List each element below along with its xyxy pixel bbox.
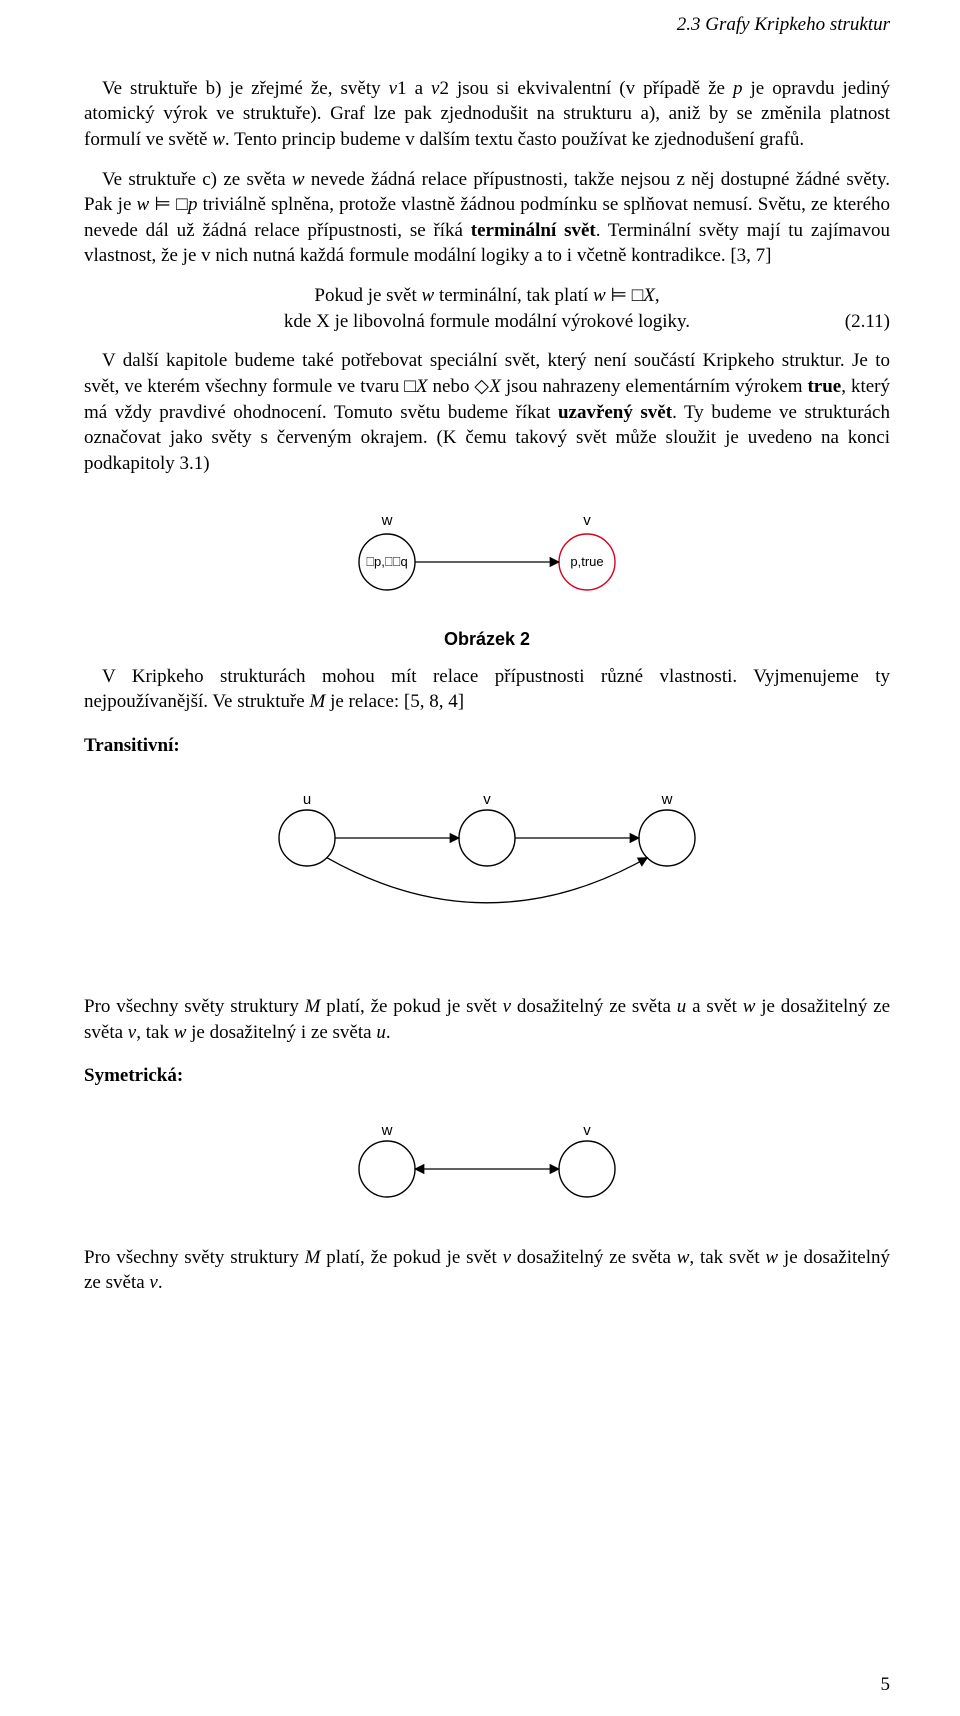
var-w: w (292, 169, 305, 190)
equation-number: (2.11) (830, 309, 890, 335)
var-w: w (212, 129, 225, 150)
text: jsou nahrazeny elementárním výrokem (501, 376, 808, 397)
var-w: w (137, 194, 150, 215)
eq-line2: kde X je libovolná formule modální výrok… (84, 309, 890, 335)
text: terminální, tak platí (434, 285, 593, 306)
figure-4: wv (84, 1119, 890, 1217)
paragraph-3: V další kapitole budeme také potřebovat … (84, 348, 890, 476)
figure-4-svg: wv (337, 1119, 637, 1209)
var-u: u (677, 996, 687, 1017)
var-w: w (174, 1022, 187, 1043)
true: true (807, 376, 841, 397)
svg-text:v: v (583, 512, 591, 529)
text: a svět (686, 996, 743, 1017)
figure-3-svg: u v w (267, 788, 707, 958)
text: kde X je libovolná formule modální výrok… (144, 309, 830, 335)
text: Ve struktuře c) ze světa (102, 169, 292, 190)
text: . (158, 1272, 163, 1293)
text: platí, že pokud je svět (320, 1247, 502, 1268)
text: Pro všechny světy struktury (84, 1247, 305, 1268)
svg-text:⎕p,⎕⎕q: ⎕p,⎕⎕q (366, 554, 407, 569)
text: Pokud je svět (314, 285, 421, 306)
text: ⊨ □ (149, 194, 188, 215)
text: 2 jsou si ekvivalentní (v případě že (439, 78, 733, 99)
figure-2: ⎕p,⎕⎕q p,true w v (84, 507, 890, 610)
svg-text:v: v (583, 1122, 591, 1139)
page: 2.3 Grafy Kripkeho struktur Ve struktuře… (0, 0, 960, 1716)
text: , (655, 285, 660, 306)
text: Transitivní (84, 735, 173, 756)
text: , tak (136, 1022, 173, 1043)
text: Pro všechny světy struktury (84, 996, 305, 1017)
figure-2-svg: ⎕p,⎕⎕q p,true w v (337, 507, 637, 602)
var-p: p (188, 194, 198, 215)
paragraph-6: Pro všechny světy struktury M platí, že … (84, 1245, 890, 1296)
svg-text:v: v (483, 791, 491, 808)
colon: : (173, 735, 179, 756)
var-X: X (416, 376, 428, 397)
svg-text:w: w (381, 1122, 393, 1139)
paragraph-2: Ve struktuře c) ze světa w nevede žádná … (84, 167, 890, 270)
var-M: M (305, 1247, 321, 1268)
label-symmetric: Symetrická: (84, 1063, 890, 1089)
text: , tak svět (689, 1247, 765, 1268)
closed-world: uzavřený svět (558, 402, 672, 423)
text: V Kripkeho strukturách mohou mít relace … (84, 666, 890, 713)
text: 1 a (397, 78, 431, 99)
text: . Tento princip budeme v dalším textu ča… (225, 129, 804, 150)
label-transitive: Transitivní: (84, 733, 890, 759)
text: je dosažitelný i ze světa (186, 1022, 376, 1043)
paragraph-4: V Kripkeho strukturách mohou mít relace … (84, 664, 890, 715)
equation-block: Pokud je svět w terminální, tak platí w … (84, 283, 890, 334)
svg-text:u: u (303, 791, 311, 808)
var-v: v (149, 1272, 157, 1293)
text: ⊨ □ (606, 285, 644, 306)
eq-line1: Pokud je svět w terminální, tak platí w … (84, 283, 890, 309)
var-v: v (503, 1247, 511, 1268)
text: dosažitelný ze světa (511, 996, 677, 1017)
svg-text:w: w (661, 791, 673, 808)
text: Ve struktuře b) je zřejmé že, světy (102, 78, 389, 99)
running-head: 2.3 Grafy Kripkeho struktur (84, 12, 890, 38)
colon: : (177, 1065, 183, 1086)
paragraph-5: Pro všechny světy struktury M platí, že … (84, 994, 890, 1045)
svg-text:p,true: p,true (570, 554, 603, 569)
term-world: terminální svět (471, 220, 596, 241)
figure-3: u v w (84, 788, 890, 966)
svg-text:w: w (381, 512, 393, 529)
text: nebo ◇ (428, 376, 490, 397)
var-w: w (743, 996, 756, 1017)
text: dosažitelný ze světa (511, 1247, 677, 1268)
var-w: w (765, 1247, 778, 1268)
var-X: X (489, 376, 501, 397)
var-v: v (503, 996, 511, 1017)
text: je relace: [5, 8, 4] (325, 691, 464, 712)
text: platí, že pokud je svět (320, 996, 502, 1017)
var-w: w (593, 285, 606, 306)
var-M: M (305, 996, 321, 1017)
paragraph-1: Ve struktuře b) je zřejmé že, světy v1 a… (84, 76, 890, 153)
figure-2-caption: Obrázek 2 (84, 627, 890, 651)
var-w: w (677, 1247, 690, 1268)
var-v1: v (389, 78, 397, 99)
var-u: u (376, 1022, 386, 1043)
text: Symetrická (84, 1065, 177, 1086)
var-M: M (310, 691, 326, 712)
var-v: v (128, 1022, 136, 1043)
var-X: X (643, 285, 655, 306)
text: . (386, 1022, 391, 1043)
var-w: w (422, 285, 435, 306)
page-number: 5 (881, 1672, 891, 1698)
